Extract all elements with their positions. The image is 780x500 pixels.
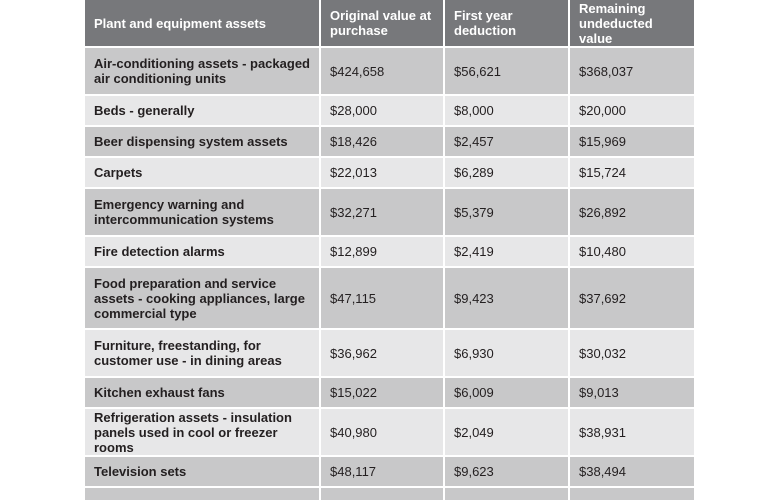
table-row-partial [85, 487, 694, 500]
cell-empty [569, 487, 694, 500]
cell-first-year-deduction: $9,623 [444, 456, 570, 488]
cell-original-value: $22,013 [320, 157, 445, 189]
cell-original-value: $48,117 [320, 456, 445, 488]
table-header-row: Plant and equipment assets Original valu… [85, 0, 694, 48]
header-asset: Plant and equipment assets [85, 0, 321, 48]
table-row: Carpets $22,013 $6,289 $15,724 [85, 157, 694, 189]
table-row: Air-conditioning assets - packaged air c… [85, 47, 694, 96]
cell-original-value: $424,658 [320, 47, 445, 96]
header-first-year-deduction: First year deduction [444, 0, 570, 48]
cell-original-value: $18,426 [320, 126, 445, 158]
cell-remaining-value: $15,724 [569, 157, 694, 189]
cell-remaining-value: $20,000 [569, 95, 694, 127]
cell-asset: Air-conditioning assets - packaged air c… [85, 47, 321, 96]
cell-asset: Beer dispensing system assets [85, 126, 321, 158]
cell-original-value: $28,000 [320, 95, 445, 127]
table-row: Refrigeration assets - insulation panels… [85, 408, 694, 457]
depreciation-table-container: Plant and equipment assets Original valu… [85, 0, 694, 500]
cell-remaining-value: $9,013 [569, 377, 694, 409]
cell-original-value: $32,271 [320, 188, 445, 237]
cell-remaining-value: $30,032 [569, 329, 694, 378]
table-row: Furniture, freestanding, for customer us… [85, 329, 694, 378]
cell-first-year-deduction: $2,457 [444, 126, 570, 158]
table-row: Kitchen exhaust fans $15,022 $6,009 $9,013 [85, 377, 694, 409]
table-row: Food preparation and service assets - co… [85, 267, 694, 330]
cell-first-year-deduction: $8,000 [444, 95, 570, 127]
cell-remaining-value: $15,969 [569, 126, 694, 158]
cell-remaining-value: $38,494 [569, 456, 694, 488]
cell-first-year-deduction: $56,621 [444, 47, 570, 96]
cell-first-year-deduction: $6,289 [444, 157, 570, 189]
cell-asset: Food preparation and service assets - co… [85, 267, 321, 330]
cell-original-value: $36,962 [320, 329, 445, 378]
cell-first-year-deduction: $2,419 [444, 236, 570, 268]
cell-original-value: $47,115 [320, 267, 445, 330]
cell-first-year-deduction: $6,009 [444, 377, 570, 409]
cell-remaining-value: $37,692 [569, 267, 694, 330]
cell-asset: Carpets [85, 157, 321, 189]
cell-remaining-value: $368,037 [569, 47, 694, 96]
table-row: Beds - generally $28,000 $8,000 $20,000 [85, 95, 694, 127]
cell-remaining-value: $38,931 [569, 408, 694, 457]
cell-asset: Television sets [85, 456, 321, 488]
cell-asset: Beds - generally [85, 95, 321, 127]
cell-first-year-deduction: $5,379 [444, 188, 570, 237]
cell-original-value: $12,899 [320, 236, 445, 268]
cell-first-year-deduction: $6,930 [444, 329, 570, 378]
cell-original-value: $40,980 [320, 408, 445, 457]
plant-equipment-table: Plant and equipment assets Original valu… [85, 0, 694, 500]
cell-remaining-value: $10,480 [569, 236, 694, 268]
cell-remaining-value: $26,892 [569, 188, 694, 237]
header-remaining-value: Remaining undeducted value [569, 0, 694, 48]
cell-asset: Fire detection alarms [85, 236, 321, 268]
header-original-value: Original value at purchase [320, 0, 445, 48]
table-row: Emergency warning and intercommunication… [85, 188, 694, 237]
cell-empty [320, 487, 445, 500]
table-row: Television sets $48,117 $9,623 $38,494 [85, 456, 694, 488]
cell-original-value: $15,022 [320, 377, 445, 409]
cell-asset: Refrigeration assets - insulation panels… [85, 408, 321, 457]
cell-first-year-deduction: $2,049 [444, 408, 570, 457]
cell-asset: Emergency warning and intercommunication… [85, 188, 321, 237]
cell-empty [85, 487, 321, 500]
cell-asset: Furniture, freestanding, for customer us… [85, 329, 321, 378]
cell-asset: Kitchen exhaust fans [85, 377, 321, 409]
table-row: Fire detection alarms $12,899 $2,419 $10,48… [85, 236, 694, 268]
cell-first-year-deduction: $9,423 [444, 267, 570, 330]
table-row: Beer dispensing system assets $18,426 $2,4… [85, 126, 694, 158]
cell-empty [444, 487, 570, 500]
